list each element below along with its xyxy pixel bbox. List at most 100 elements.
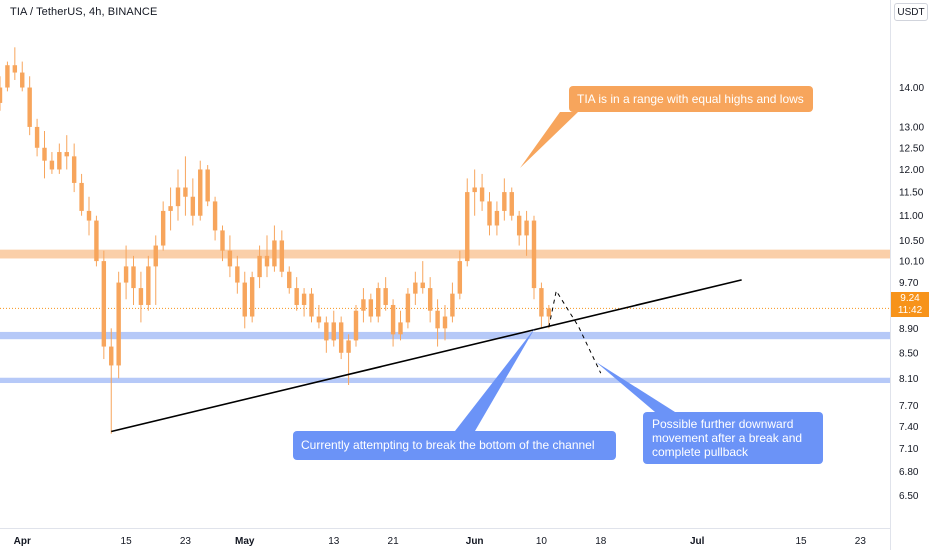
candle-body-59 [435, 310, 440, 329]
candle-body-9 [64, 152, 69, 157]
range-callout[interactable]: TIA is in a range with equal highs and l… [569, 86, 813, 112]
last-price-value: 9.24 [900, 293, 920, 304]
price-axis[interactable]: 14.00 13.00 12.50 12.00 11.50 11.00 10.50 10.10… [890, 0, 932, 550]
y-tick-label-9: 8.90 [899, 324, 919, 335]
candle-body-12 [86, 210, 92, 221]
candle-body-66 [487, 201, 492, 226]
y-tick-label-16: 6.50 [899, 491, 919, 502]
y-tick-label-6: 10.50 [899, 236, 924, 247]
candle-body-29 [212, 201, 218, 231]
y-tick-label-15: 6.80 [899, 467, 919, 478]
candle-body-11 [79, 182, 84, 211]
candle-body-24 [175, 187, 181, 207]
channel-callout[interactable]: Currently attempting to break the bottom… [293, 431, 616, 460]
candle-body-40 [294, 288, 299, 305]
candle-body-64 [472, 187, 477, 193]
candle-body-38 [279, 240, 285, 272]
candle-body-32 [235, 266, 240, 283]
last-price-tag: 9.24 11:42 [891, 292, 929, 317]
candle-body-5 [34, 126, 40, 148]
downside-callout-line-3: complete pullback [652, 445, 749, 459]
candle-body-62 [457, 261, 463, 294]
candle-body-39 [287, 271, 292, 289]
y-tick-label-7: 10.10 [899, 257, 924, 268]
candle-body-73 [539, 288, 544, 317]
y-tick-label-12: 7.70 [899, 401, 919, 412]
candle-body-51 [376, 288, 381, 317]
bar-countdown: 11:42 [897, 305, 923, 316]
candle-body-22 [160, 210, 166, 246]
y-tick-label-4: 11.50 [899, 188, 924, 199]
y-tick-label-0: 14.00 [899, 83, 924, 94]
candle-body-10 [71, 156, 77, 183]
x-tick-label-3: May [235, 536, 255, 547]
candle-body-15 [109, 346, 114, 366]
currency-button[interactable]: USDT [894, 3, 928, 21]
x-tick-label-1: 15 [121, 536, 133, 547]
drawings-layer [111, 112, 742, 433]
candle-body-14 [101, 261, 107, 347]
downside-callout[interactable]: Possible further downward movement after… [643, 412, 823, 464]
candle-body-18 [131, 266, 136, 289]
candle-body-7 [49, 160, 55, 170]
candle-body-34 [249, 277, 255, 317]
candle-body-43 [316, 316, 322, 323]
x-tick-label-10: 15 [795, 536, 807, 547]
candle-body-70 [516, 215, 522, 236]
zone-resistance [0, 249, 890, 259]
channel-trendline [111, 279, 742, 433]
candle-body-1 [5, 65, 10, 88]
x-tick-label-7: 10 [536, 536, 548, 547]
candle-body-17 [123, 266, 129, 283]
time-axis[interactable]: Apr 15 23 May 13 21 Jun 10 18 Jul 15 23 [0, 528, 890, 551]
candle-body-53 [390, 304, 396, 335]
candle-body-0 [0, 87, 3, 103]
x-tick-label-5: 21 [388, 536, 400, 547]
candle-body-42 [309, 293, 314, 317]
y-tick-label-8: 9.70 [899, 278, 919, 289]
downside-callout-line-2: movement after a break and [652, 431, 803, 445]
candle-body-13 [94, 220, 99, 262]
candle-body-27 [198, 169, 203, 216]
candle-body-47 [346, 340, 351, 353]
candle-body-48 [353, 310, 359, 341]
downside-callout-line-1: Possible further downward [652, 417, 794, 431]
candles-layer [0, 47, 552, 434]
candle-body-37 [272, 240, 277, 267]
range-callout-text: TIA is in a range with equal highs and l… [577, 92, 804, 106]
x-tick-label-0: Apr [14, 536, 31, 547]
candle-body-23 [168, 206, 173, 211]
x-tick-label-6: Jun [466, 536, 484, 547]
projection-path [548, 289, 602, 374]
candle-body-49 [361, 299, 366, 311]
candle-body-74 [546, 308, 552, 317]
candle-body-72 [531, 220, 537, 289]
candle-body-6 [42, 147, 47, 161]
candle-body-68 [502, 192, 507, 211]
candle-body-67 [494, 210, 500, 226]
candle-body-63 [465, 192, 470, 262]
candle-body-33 [242, 282, 247, 317]
candle-body-57 [420, 282, 425, 289]
y-tick-label-13: 7.40 [899, 422, 919, 433]
candle-body-31 [227, 250, 233, 267]
symbol-title[interactable]: TIA / TetherUS, 4h, BINANCE [10, 6, 158, 18]
candle-body-58 [427, 288, 433, 311]
candle-body-2 [12, 65, 18, 73]
candle-body-35 [257, 255, 262, 278]
x-tick-label-2: 23 [180, 536, 192, 547]
candle-body-8 [57, 152, 62, 170]
candle-body-4 [27, 87, 32, 127]
candle-body-54 [398, 322, 403, 335]
y-tick-label-14: 7.10 [899, 444, 919, 455]
candle-body-55 [405, 293, 411, 323]
x-tick-label-9: Jul [690, 536, 705, 547]
candle-body-46 [338, 322, 344, 353]
range-callout-pointer [520, 112, 578, 168]
candle-body-71 [524, 220, 529, 236]
candle-body-41 [301, 293, 307, 305]
candle-body-50 [368, 299, 374, 317]
y-tick-label-10: 8.50 [899, 348, 919, 359]
